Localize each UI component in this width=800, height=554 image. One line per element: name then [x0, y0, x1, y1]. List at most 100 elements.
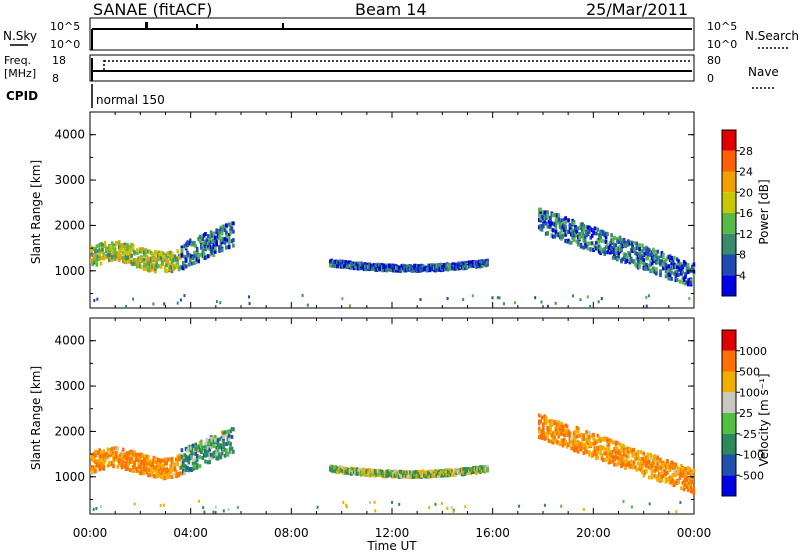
- scatter-cell: [547, 224, 551, 229]
- scatter-cell: [180, 248, 184, 252]
- scatter-cell: [134, 262, 138, 266]
- scatter-cell: [209, 438, 213, 443]
- scatter-cell: [143, 460, 146, 465]
- scatter-cell: [479, 263, 482, 268]
- scatter-cell: [316, 505, 319, 509]
- scatter-cell: [163, 268, 167, 273]
- scatter-cell: [568, 435, 572, 440]
- scatter-cell: [188, 255, 192, 260]
- scatter-cell: [186, 448, 189, 453]
- scatter-cell: [166, 475, 170, 479]
- scatter-cell: [675, 465, 679, 470]
- scatter-cell: [590, 228, 594, 233]
- scatter-cell: [106, 463, 110, 468]
- scatter-cell: [341, 466, 345, 471]
- scatter-cell: [689, 479, 693, 483]
- scatter-cell: [148, 268, 152, 273]
- scatter-cell: [653, 249, 657, 254]
- scatter-cell: [220, 237, 224, 242]
- scatter-cell: [542, 426, 545, 430]
- scatter-cell: [136, 468, 139, 473]
- scatter-cell: [586, 433, 590, 438]
- scatter-cell: [409, 265, 412, 269]
- scatter-cell: [639, 450, 643, 455]
- scatter-cell: [656, 249, 659, 254]
- scatter-cell: [117, 247, 121, 252]
- scatter-cell: [212, 439, 216, 444]
- scatter-cell: [567, 442, 570, 447]
- scatter-cell: [553, 431, 556, 436]
- scatter-cell: [173, 265, 177, 270]
- scatter-cell: [657, 472, 661, 477]
- scatter-cell: [124, 467, 128, 471]
- scatter-cell: [677, 259, 680, 264]
- scatter-cell: [403, 265, 406, 270]
- scatter-cell: [586, 232, 590, 237]
- scatter-cell: [583, 446, 587, 451]
- scatter-cell: [155, 474, 159, 479]
- scatter-cell: [188, 238, 192, 243]
- scatter-cell: [589, 247, 593, 252]
- scatter-cell: [668, 268, 672, 273]
- scatter-cell: [611, 248, 615, 253]
- scatter-cell: [220, 451, 224, 456]
- scatter-cell: [638, 456, 641, 461]
- scatter-cell: [175, 457, 178, 462]
- scatter-cell: [414, 264, 418, 268]
- scatter-cell: [354, 470, 357, 475]
- scatter-cell: [216, 441, 220, 446]
- scatter-cell: [91, 457, 94, 462]
- scatter-cell: [674, 480, 678, 485]
- scatter-cell: [204, 441, 207, 446]
- scatter-cell: [136, 264, 139, 269]
- scatter-cell: [441, 267, 444, 272]
- scatter-cell: [99, 505, 102, 508]
- colorbar-tick-label: 25: [739, 407, 753, 420]
- scatter-cell: [606, 243, 609, 248]
- scatter-cell: [472, 469, 475, 474]
- scatter-cell: [437, 267, 440, 272]
- scatter-cell: [656, 461, 659, 466]
- scatter-cell: [653, 473, 657, 478]
- colorbar-tick-label: 16: [739, 207, 753, 220]
- scatter-cell: [416, 267, 419, 272]
- scatter-cell: [161, 464, 164, 469]
- scatter-cell: [223, 237, 227, 242]
- scatter-cell: [98, 248, 101, 253]
- scatter-cell: [620, 449, 623, 454]
- scatter-cell: [336, 470, 339, 475]
- scatter-cell: [468, 469, 471, 474]
- scatter-cell: [610, 449, 613, 454]
- scatter-cell: [617, 450, 620, 455]
- scatter-cell: [546, 214, 549, 219]
- scatter-cell: [610, 249, 613, 254]
- scatter-cell: [402, 473, 405, 478]
- scatter-cell: [197, 448, 200, 453]
- scatter-cell: [230, 427, 234, 431]
- scatter-cell: [117, 242, 121, 246]
- scatter-cell: [620, 243, 623, 248]
- scatter-cell: [607, 454, 611, 459]
- scatter-cell: [650, 461, 654, 466]
- scatter-cell: [649, 262, 652, 267]
- scatter-cell: [95, 244, 99, 249]
- scatter-cell: [173, 258, 177, 263]
- scatter-cell: [650, 472, 654, 477]
- scatter-cell: [664, 466, 668, 471]
- scatter-cell: [169, 265, 172, 270]
- scatter-cell: [162, 472, 166, 477]
- scatter-cell: [92, 458, 96, 463]
- scatter-cell: [184, 454, 188, 459]
- scatter-cell: [180, 245, 184, 250]
- scatter-cell: [563, 437, 566, 442]
- scatter-cell: [649, 465, 652, 470]
- scatter-cell: [331, 468, 335, 473]
- scatter-cell: [347, 470, 350, 475]
- scatter-cell: [230, 226, 234, 231]
- scatter-cell: [193, 462, 196, 467]
- scatter-cell: [622, 462, 626, 467]
- scatter-cell: [138, 461, 142, 466]
- scatter-cell: [599, 444, 602, 449]
- scatter-cell: [159, 263, 163, 268]
- scatter-cell: [444, 267, 447, 272]
